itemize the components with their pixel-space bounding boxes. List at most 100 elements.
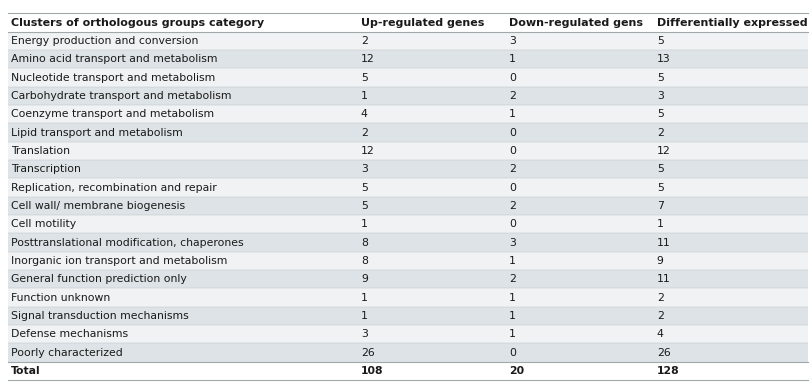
Text: Translation: Translation — [11, 146, 71, 156]
Text: 7: 7 — [656, 201, 663, 211]
Text: Cell motility: Cell motility — [11, 219, 76, 229]
Text: Function unknown: Function unknown — [11, 293, 110, 303]
Text: Posttranslational modification, chaperones: Posttranslational modification, chaperon… — [11, 238, 243, 248]
Text: 5: 5 — [656, 183, 663, 193]
Text: 1: 1 — [360, 293, 367, 303]
Text: 0: 0 — [508, 146, 515, 156]
Text: Signal transduction mechanisms: Signal transduction mechanisms — [11, 311, 189, 321]
Bar — [8, 13, 807, 32]
Text: Inorganic ion transport and metabolism: Inorganic ion transport and metabolism — [11, 256, 227, 266]
Text: 1: 1 — [508, 311, 515, 321]
Bar — [8, 252, 807, 270]
Text: 12: 12 — [656, 146, 670, 156]
Text: 2: 2 — [508, 164, 515, 174]
Text: General function prediction only: General function prediction only — [11, 274, 187, 284]
Text: 5: 5 — [656, 164, 663, 174]
Text: 3: 3 — [656, 91, 663, 101]
Text: Transcription: Transcription — [11, 164, 81, 174]
Text: 26: 26 — [360, 348, 374, 358]
Text: 1: 1 — [508, 293, 515, 303]
Text: Poorly characterized: Poorly characterized — [11, 348, 123, 358]
Text: Replication, recombination and repair: Replication, recombination and repair — [11, 183, 217, 193]
Bar — [8, 105, 807, 123]
Text: 20: 20 — [508, 366, 523, 376]
Text: Coenzyme transport and metabolism: Coenzyme transport and metabolism — [11, 109, 214, 119]
Text: 26: 26 — [656, 348, 670, 358]
Text: 12: 12 — [360, 54, 374, 64]
Text: Down-regulated gens: Down-regulated gens — [508, 18, 642, 28]
Text: 5: 5 — [360, 201, 367, 211]
Text: Carbohydrate transport and metabolism: Carbohydrate transport and metabolism — [11, 91, 232, 101]
Text: 0: 0 — [508, 183, 515, 193]
Text: 1: 1 — [656, 219, 663, 229]
Text: 1: 1 — [360, 219, 367, 229]
Text: 0: 0 — [508, 219, 515, 229]
Text: 5: 5 — [360, 183, 367, 193]
Text: 4: 4 — [656, 329, 663, 339]
Text: Clusters of orthologous groups category: Clusters of orthologous groups category — [11, 18, 264, 28]
Text: Defense mechanisms: Defense mechanisms — [11, 329, 128, 339]
Bar — [8, 343, 807, 362]
Text: 4: 4 — [360, 109, 367, 119]
Text: 9: 9 — [656, 256, 663, 266]
Bar — [8, 325, 807, 343]
Text: 2: 2 — [508, 91, 515, 101]
Bar — [8, 197, 807, 215]
Text: 1: 1 — [360, 311, 367, 321]
Text: 2: 2 — [508, 274, 515, 284]
Text: Amino acid transport and metabolism: Amino acid transport and metabolism — [11, 54, 217, 64]
Text: 3: 3 — [508, 36, 515, 46]
Text: 2: 2 — [656, 311, 663, 321]
Text: 1: 1 — [508, 109, 515, 119]
Text: Total: Total — [11, 366, 41, 376]
Bar — [8, 87, 807, 105]
Bar — [8, 178, 807, 197]
Text: 0: 0 — [508, 128, 515, 138]
Text: 2: 2 — [360, 36, 367, 46]
Text: Lipid transport and metabolism: Lipid transport and metabolism — [11, 128, 183, 138]
Text: Energy production and conversion: Energy production and conversion — [11, 36, 199, 46]
Bar — [8, 160, 807, 178]
Bar — [8, 362, 807, 380]
Text: 13: 13 — [656, 54, 670, 64]
Bar — [8, 215, 807, 233]
Text: 8: 8 — [360, 238, 367, 248]
Text: 0: 0 — [508, 73, 515, 83]
Bar — [8, 123, 807, 142]
Text: 8: 8 — [360, 256, 367, 266]
Text: 2: 2 — [656, 293, 663, 303]
Text: 11: 11 — [656, 274, 670, 284]
Bar — [8, 142, 807, 160]
Text: 5: 5 — [656, 36, 663, 46]
Text: 3: 3 — [508, 238, 515, 248]
Text: 2: 2 — [508, 201, 515, 211]
Text: Nucleotide transport and metabolism: Nucleotide transport and metabolism — [11, 73, 216, 83]
Text: 9: 9 — [360, 274, 367, 284]
Text: 5: 5 — [656, 73, 663, 83]
Text: 1: 1 — [508, 256, 515, 266]
Text: Differentially expressed genes: Differentially expressed genes — [656, 18, 811, 28]
Text: 2: 2 — [360, 128, 367, 138]
Bar — [8, 32, 807, 50]
Bar — [8, 233, 807, 252]
Text: 1: 1 — [508, 54, 515, 64]
Bar — [8, 68, 807, 87]
Text: 108: 108 — [360, 366, 383, 376]
Text: 5: 5 — [656, 109, 663, 119]
Text: 1: 1 — [508, 329, 515, 339]
Text: Up-regulated genes: Up-regulated genes — [360, 18, 483, 28]
Text: 0: 0 — [508, 348, 515, 358]
Text: 12: 12 — [360, 146, 374, 156]
Bar — [8, 307, 807, 325]
Text: 3: 3 — [360, 164, 367, 174]
Text: 1: 1 — [360, 91, 367, 101]
Bar — [8, 288, 807, 307]
Bar — [8, 50, 807, 68]
Text: 3: 3 — [360, 329, 367, 339]
Text: 2: 2 — [656, 128, 663, 138]
Text: 11: 11 — [656, 238, 670, 248]
Text: 5: 5 — [360, 73, 367, 83]
Text: 128: 128 — [656, 366, 679, 376]
Text: Cell wall/ membrane biogenesis: Cell wall/ membrane biogenesis — [11, 201, 185, 211]
Bar — [8, 270, 807, 288]
